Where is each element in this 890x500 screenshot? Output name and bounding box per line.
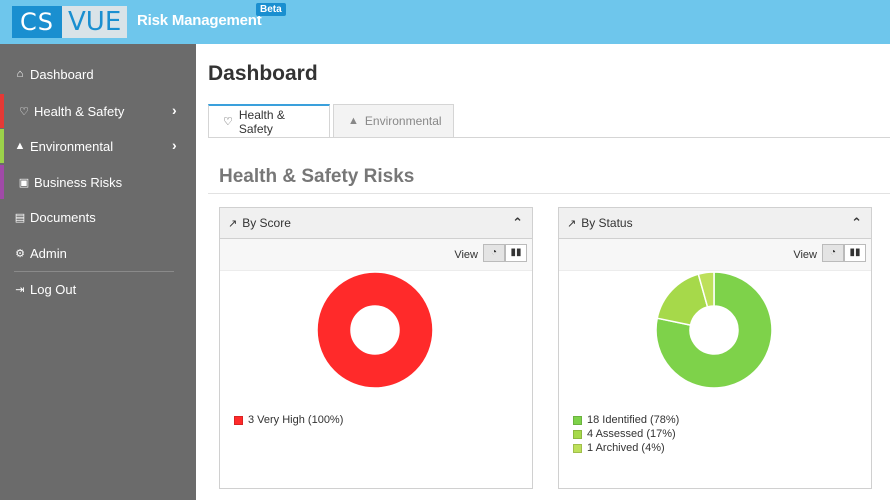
- tab-label: Environmental: [364, 114, 442, 128]
- view-toolbar: View ◔ ▮▮: [220, 239, 532, 271]
- briefcase-icon: ▣: [18, 176, 30, 189]
- tree-icon: ▲: [14, 140, 26, 152]
- panel-title: By Status: [581, 216, 633, 230]
- sidebar-item-label: Environmental: [30, 138, 114, 154]
- collapse-chevron-up-icon[interactable]: ⌃: [851, 215, 862, 230]
- pie-slice-identified[interactable]: [655, 272, 773, 389]
- sidebar-item-label: Business Risks: [34, 174, 123, 190]
- sign-out-icon: ⇥: [15, 283, 25, 296]
- tree-icon: ▲: [348, 115, 359, 127]
- tab-divider: [208, 137, 890, 138]
- legend-swatch: [234, 415, 243, 425]
- pie-slice-very-high[interactable]: [316, 272, 434, 389]
- beta-badge: Beta: [256, 3, 286, 16]
- panel-header: ↗ By Score ⌃: [220, 208, 532, 239]
- sidebar-item-documents[interactable]: ▤ Documents: [0, 200, 196, 234]
- section-divider: [208, 193, 890, 194]
- sidebar-item-label: Admin: [30, 245, 67, 261]
- legend: 3 Very High (100%): [234, 413, 343, 427]
- sidebar-item-business-risks[interactable]: ▣ Business Risks: [0, 165, 196, 199]
- logo[interactable]: CS VUE: [12, 6, 128, 38]
- sidebar-divider: [14, 271, 174, 272]
- sidebar-item-health-safety[interactable]: ♡ Health & Safety ›: [0, 94, 196, 128]
- sidebar: ⌂ Dashboard ♡ Health & Safety › ▲ Enviro…: [0, 44, 196, 500]
- sidebar-item-label: Health & Safety: [34, 103, 125, 119]
- heartbeat-icon: ♡: [19, 105, 29, 118]
- legend-swatch: [573, 443, 582, 453]
- bar-view-button[interactable]: ▮▮: [844, 244, 866, 262]
- sidebar-item-dashboard[interactable]: ⌂ Dashboard: [0, 57, 196, 91]
- legend-swatch: [573, 429, 582, 439]
- sidebar-item-admin[interactable]: ⚙ Admin: [0, 236, 196, 270]
- page-title: Dashboard: [208, 62, 318, 85]
- line-chart-icon: ↗: [228, 217, 238, 230]
- sidebar-item-log-out[interactable]: ⇥ Log Out: [0, 272, 196, 306]
- tab-label: Health & Safety: [238, 107, 285, 136]
- sidebar-item-label: Documents: [30, 209, 96, 225]
- legend-swatch: [573, 415, 582, 425]
- pie-view-button[interactable]: ◔: [822, 244, 844, 262]
- panel-title: By Score: [242, 216, 291, 230]
- panel-by-score: ↗ By Score ⌃ View ◔ ▮▮ 3 Very High (100%…: [219, 207, 533, 489]
- tab-health-safety[interactable]: ♡ Health & Safety: [208, 104, 330, 138]
- chevron-right-icon: ›: [172, 102, 177, 118]
- top-bar: CS VUE Risk Management Beta: [0, 0, 890, 44]
- view-label: View: [454, 249, 478, 261]
- pie-slice-archived[interactable]: [697, 272, 715, 308]
- legend-label: 18 Identified (78%): [587, 414, 680, 426]
- view-toolbar: View ◔ ▮▮: [559, 239, 871, 271]
- collapse-chevron-up-icon[interactable]: ⌃: [512, 215, 523, 230]
- legend-label: 3 Very High (100%): [248, 414, 344, 426]
- chevron-right-icon: ›: [172, 137, 177, 153]
- panel-by-status: ↗ By Status ⌃ View ◔ ▮▮ 18 Identified (7…: [558, 207, 872, 489]
- legend: 18 Identified (78%) 4 Assessed (17%) 1 A…: [573, 413, 679, 455]
- heartbeat-icon: ♡: [223, 116, 233, 128]
- legend-item: 18 Identified (78%): [573, 413, 679, 427]
- legend-label: 4 Assessed (17%): [587, 428, 676, 440]
- score-donut-chart: [316, 272, 434, 389]
- home-icon: ⌂: [16, 68, 24, 80]
- line-chart-icon: ↗: [567, 217, 577, 230]
- pie-view-button[interactable]: ◔: [483, 244, 505, 262]
- app-title: Risk Management: [137, 12, 262, 29]
- legend-item: 3 Very High (100%): [234, 413, 343, 427]
- legend-item: 4 Assessed (17%): [573, 427, 679, 441]
- view-label: View: [793, 249, 817, 261]
- logo-vue: VUE: [62, 6, 128, 38]
- bar-view-button[interactable]: ▮▮: [505, 244, 527, 262]
- sidebar-item-label: Dashboard: [30, 66, 94, 82]
- status-donut-chart: [655, 272, 773, 389]
- legend-label: 1 Archived (4%): [587, 442, 665, 454]
- cogs-icon: ⚙: [15, 247, 25, 260]
- logo-cs: CS: [12, 6, 62, 38]
- legend-item: 1 Archived (4%): [573, 441, 679, 455]
- section-title: Health & Safety Risks: [219, 166, 415, 187]
- sidebar-item-environmental[interactable]: ▲ Environmental ›: [0, 129, 196, 163]
- tab-environmental[interactable]: ▲ Environmental: [333, 104, 454, 138]
- panel-header: ↗ By Status ⌃: [559, 208, 871, 239]
- document-icon: ▤: [14, 211, 26, 224]
- sidebar-item-label: Log Out: [30, 281, 77, 297]
